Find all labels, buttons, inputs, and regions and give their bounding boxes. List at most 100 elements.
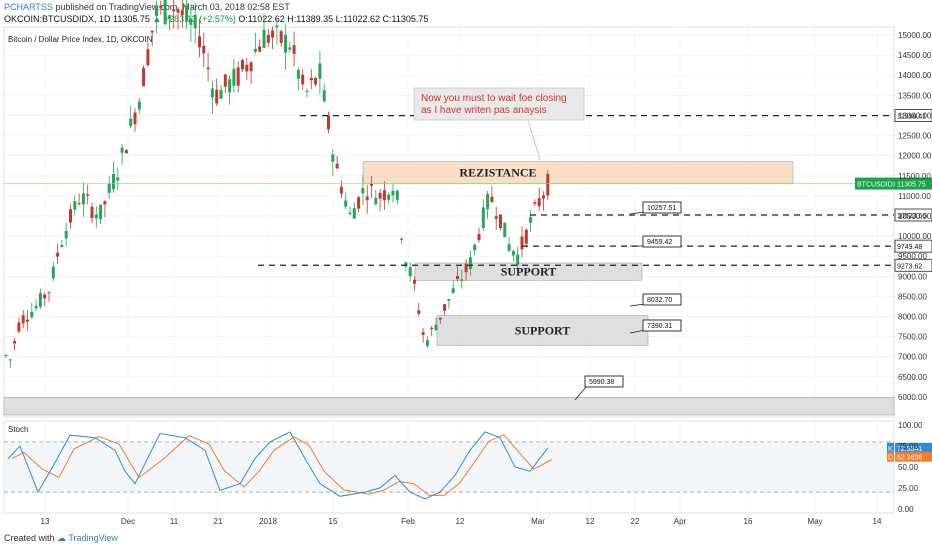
candle-body (129, 118, 133, 127)
candle-body (249, 62, 253, 72)
x-tick-label: 11 (170, 517, 179, 526)
candle-body (378, 192, 382, 199)
candle-body (292, 45, 296, 54)
y-tick-label: 8500.00 (898, 292, 927, 301)
candle-body (198, 36, 201, 48)
candle-body (142, 67, 146, 87)
stoch-tick-label: 100.00 (898, 421, 923, 430)
candle-body (21, 315, 25, 324)
candle-body (64, 230, 68, 239)
candle-body (34, 306, 38, 309)
level-tag (894, 258, 932, 272)
callout-text: 9459.42 (647, 239, 672, 246)
k-badge (887, 442, 894, 453)
level-tag (894, 239, 932, 253)
candle-body (357, 197, 361, 209)
candle-body (223, 74, 227, 87)
candle-body (507, 244, 511, 251)
candle-body (266, 34, 270, 43)
candle-body (107, 183, 111, 193)
candle-body (494, 216, 498, 219)
candle-body (413, 279, 416, 284)
author-link[interactable]: PCHARTSS (4, 2, 53, 12)
y-tick-label: 13500.00 (898, 91, 932, 100)
stoch-band (4, 441, 894, 493)
candle-body (47, 292, 51, 294)
candle-body (404, 262, 408, 267)
zone-box (362, 161, 794, 185)
candle-body (503, 222, 507, 238)
callout-text: 7390.31 (647, 323, 672, 330)
x-tick-label: 12 (586, 517, 595, 526)
callout-box (642, 235, 682, 248)
callout-text: 8032.70 (647, 297, 672, 304)
candle-body (206, 67, 210, 70)
zone-label: REZISTANCE (459, 166, 536, 180)
candle-body (322, 90, 326, 102)
candle-body (365, 196, 369, 201)
annotation-box (413, 87, 585, 121)
y-tick-label: 9000.00 (898, 272, 927, 281)
candle-body (99, 204, 103, 220)
candle-body (180, 10, 184, 16)
tradingview-logo-icon: ☁ (57, 533, 67, 543)
callout-box (642, 293, 682, 306)
candle-body (430, 327, 434, 330)
candle-body (490, 196, 494, 202)
stoch-tick-label: 50.00 (898, 463, 919, 472)
candle-body (456, 276, 459, 280)
candle-body (486, 193, 490, 210)
level-tag-text: 9273.62 (897, 263, 922, 270)
y-tick-label: 12500.00 (898, 132, 932, 141)
y-tick-label: 11000.00 (898, 192, 931, 201)
x-tick-label: 16 (744, 517, 753, 526)
candle-body (43, 294, 47, 299)
candle-body (26, 319, 29, 322)
candle-body (387, 194, 391, 200)
y-tick-label: 13000.00 (898, 111, 932, 120)
candle-body (391, 190, 395, 196)
candle-body (245, 64, 249, 72)
y-tick-label: 14000.00 (898, 71, 932, 80)
stoch-tick-label: 25.00 (898, 484, 919, 493)
symbol-text: OKCOIN:BTCUSDIDX, 1D (4, 14, 111, 24)
candle-body (163, 0, 167, 25)
x-tick-label: May (807, 517, 822, 526)
candle-body (395, 190, 399, 200)
created-with: Created with (4, 533, 55, 543)
candle-body (434, 324, 438, 331)
candle-body (473, 244, 477, 251)
candle-body (516, 254, 520, 265)
x-tick-label: 12 (456, 517, 465, 526)
candle-body (124, 150, 128, 154)
y-tick-label: 15000.00 (898, 31, 932, 40)
zone-box (3, 396, 895, 416)
candle-body (417, 310, 421, 314)
y-tick-label: 6500.00 (898, 373, 927, 382)
candle-body (120, 147, 124, 153)
callout-box (642, 201, 682, 214)
candle-body (232, 68, 236, 86)
candle-body (13, 340, 17, 344)
candle-body (361, 187, 365, 194)
price-tag-text: 11305.75 (897, 182, 926, 189)
tradingview-brand[interactable]: TradingView (68, 533, 118, 543)
candle-body (288, 47, 292, 50)
annotation-pointer (527, 119, 541, 161)
candle-body (189, 18, 193, 25)
level-tag-text: 12996.41 (897, 114, 926, 121)
candle-body (301, 74, 305, 85)
level-tag (894, 109, 932, 122)
candle-body (344, 200, 348, 207)
symbol-tag (855, 177, 895, 190)
candle-body (146, 49, 150, 66)
candle-body (77, 203, 81, 205)
x-tick-label: 22 (631, 517, 640, 526)
level-tag-text: 10523.66 (897, 213, 926, 220)
x-tick-label: Mar (531, 517, 545, 526)
candle-body (546, 173, 550, 196)
k-value-tag (895, 442, 932, 453)
candle-body (17, 322, 21, 332)
candle-body (279, 31, 283, 43)
